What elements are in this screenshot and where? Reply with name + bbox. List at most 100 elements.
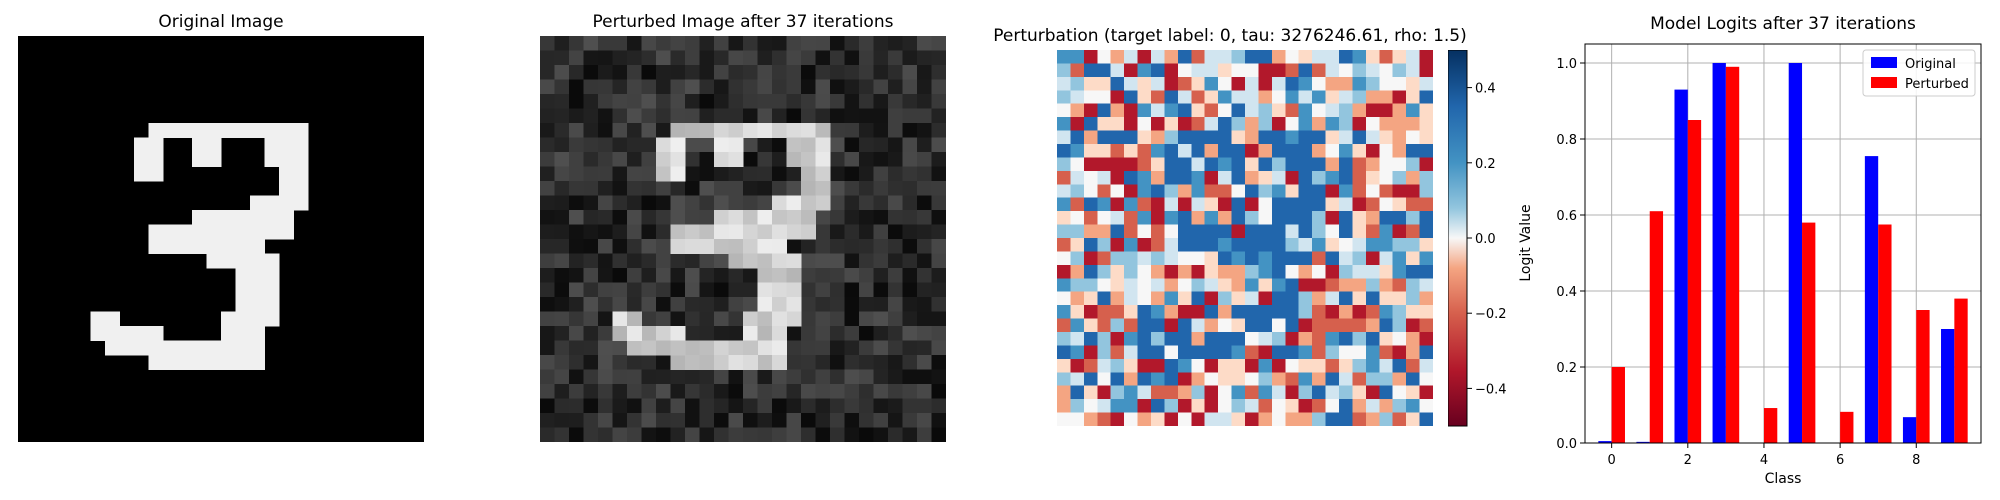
heatmap-cell — [1312, 76, 1326, 91]
noise-pixel — [569, 340, 584, 356]
noise-pixel — [598, 340, 613, 356]
noise-pixel — [627, 224, 642, 240]
noise-pixel — [844, 384, 860, 399]
heatmap-cell — [1365, 157, 1380, 172]
heatmap-cell — [1258, 197, 1273, 212]
noise-pixel — [786, 398, 802, 414]
digit-pixel — [235, 355, 251, 370]
heatmap-cell — [1070, 184, 1085, 198]
heatmap-cell — [1325, 197, 1340, 212]
noise-pixel — [830, 427, 845, 442]
heatmap-cell — [1218, 144, 1232, 158]
heatmap-cell — [1392, 144, 1407, 158]
digit-pixel — [685, 224, 700, 240]
heatmap-cell — [1204, 184, 1219, 198]
heatmap-cell — [1379, 63, 1393, 78]
heatmap-cell — [1419, 103, 1433, 118]
noise-pixel — [540, 340, 555, 356]
noise-pixel — [699, 413, 715, 428]
noise-pixel — [670, 195, 686, 211]
heatmap-cell — [1419, 251, 1433, 266]
noise-pixel — [772, 94, 787, 109]
heatmap-cell — [1124, 385, 1138, 400]
heatmap-cell — [1352, 130, 1367, 145]
noise-pixel — [685, 94, 700, 109]
heatmap-cell — [1164, 291, 1179, 306]
heatmap-cell — [1325, 305, 1340, 319]
digit-pixel — [670, 355, 686, 370]
heatmap-cell — [1097, 345, 1111, 360]
heatmap-cell — [1097, 305, 1111, 319]
heatmap-cell — [1379, 197, 1393, 212]
heatmap-cell — [1164, 117, 1179, 131]
digit-pixel — [728, 137, 744, 153]
heatmap-cell — [1070, 157, 1085, 172]
digit-pixel — [148, 355, 164, 370]
heatmap-cell — [1365, 50, 1380, 64]
heatmap-cell — [1083, 144, 1098, 158]
noise-pixel — [598, 108, 613, 124]
heatmap-cell — [1406, 305, 1420, 319]
noise-pixel — [728, 181, 744, 196]
noise-pixel — [873, 311, 889, 327]
heatmap-cell — [1204, 264, 1219, 279]
heatmap-cell — [1298, 291, 1313, 306]
noise-pixel — [583, 152, 599, 167]
digit-pixel — [148, 326, 164, 341]
noise-pixel — [612, 108, 628, 124]
noise-pixel — [612, 239, 628, 254]
noise-pixel — [641, 253, 657, 269]
digit-pixel — [685, 123, 700, 138]
noise-pixel — [888, 427, 903, 442]
noise-pixel — [656, 79, 671, 95]
noise-pixel — [612, 152, 628, 167]
heatmap-cell — [1271, 412, 1286, 426]
noise-pixel — [772, 384, 787, 399]
heatmap-cell — [1231, 63, 1246, 78]
digit-pixel — [670, 152, 686, 167]
heatmap-cell — [1271, 117, 1286, 131]
noise-pixel — [757, 398, 773, 414]
noise-pixel — [844, 108, 860, 124]
heatmap-cell — [1191, 412, 1205, 426]
noise-pixel — [830, 340, 845, 356]
digit-pixel — [177, 123, 193, 138]
heatmap-cell — [1312, 318, 1326, 333]
noise-pixel — [757, 50, 773, 66]
bar-perturbed-class-2 — [1687, 120, 1702, 443]
heatmap-cell — [1124, 224, 1138, 239]
heatmap-cell — [1164, 103, 1179, 118]
legend-swatch — [1871, 57, 1897, 68]
digit-pixel — [743, 253, 758, 269]
heatmap-cell — [1312, 224, 1326, 239]
heatmap-cell — [1097, 318, 1111, 333]
heatmap-cell — [1298, 332, 1313, 346]
noise-pixel — [888, 166, 903, 182]
digit-pixel — [728, 152, 744, 167]
digit-pixel — [772, 311, 787, 327]
heatmap-cell — [1419, 50, 1433, 64]
digit-pixel — [801, 210, 816, 225]
heatmap-cell — [1151, 278, 1165, 292]
noise-pixel — [772, 108, 787, 124]
heatmap-cell — [1379, 291, 1393, 306]
heatmap-cell — [1392, 224, 1407, 239]
heatmap-cell — [1245, 291, 1259, 306]
digit-pixel — [743, 239, 758, 254]
heatmap-cell — [1285, 238, 1299, 252]
noise-pixel — [786, 413, 802, 428]
noise-pixel — [569, 224, 584, 240]
noise-pixel — [598, 79, 613, 95]
noise-pixel — [554, 282, 570, 298]
heatmap-cell — [1258, 184, 1273, 198]
noise-pixel — [583, 137, 599, 153]
heatmap-cell — [1191, 211, 1205, 225]
heatmap-cell — [1137, 103, 1152, 118]
noise-pixel — [815, 398, 831, 414]
heatmap-cell — [1097, 372, 1111, 386]
noise-pixel — [844, 50, 860, 66]
noise-pixel — [931, 50, 946, 66]
heatmap-cell — [1137, 184, 1152, 198]
noise-pixel — [931, 311, 946, 327]
heatmap-cell — [1204, 291, 1219, 306]
